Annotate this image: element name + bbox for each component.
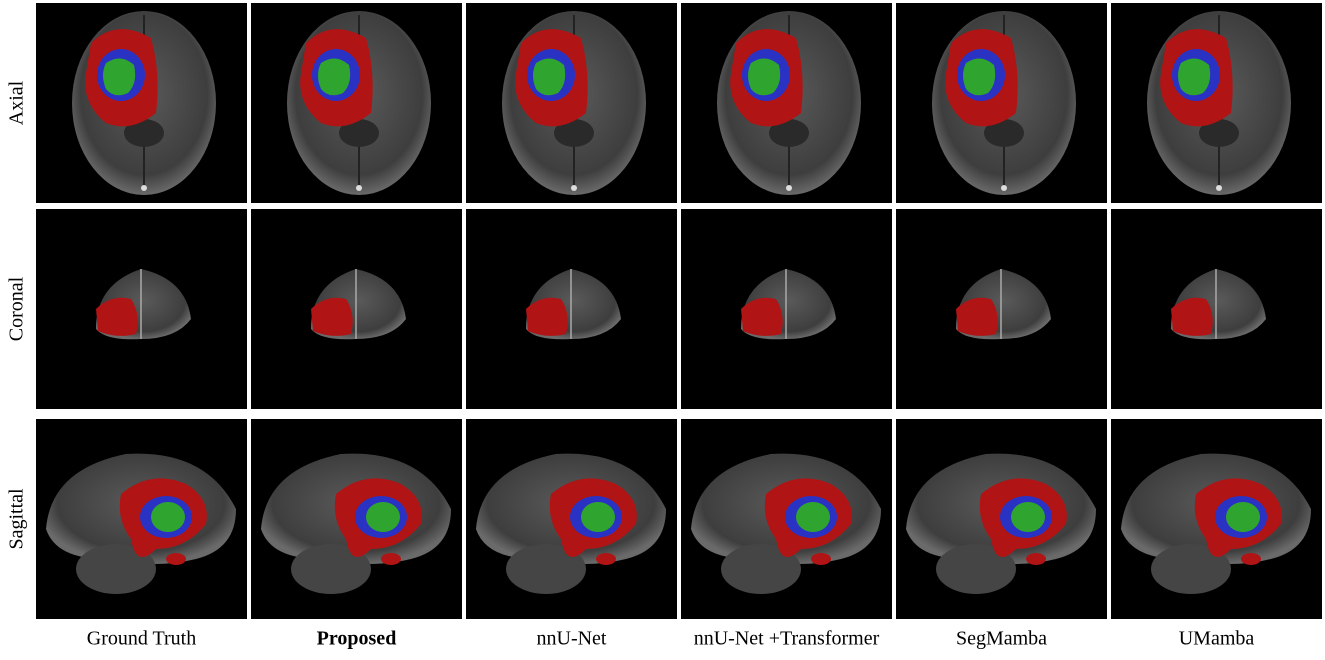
- segmentation-panel: [1111, 3, 1322, 203]
- segmentation-panel: [36, 3, 247, 203]
- segmentation-panel: [251, 208, 462, 410]
- column-label: UMamba: [1179, 628, 1255, 650]
- segmentation-panel: [466, 3, 677, 203]
- segmentation-panel: [251, 419, 462, 619]
- segmentation-panel: [681, 419, 892, 619]
- segmentation-panel: [896, 3, 1107, 203]
- segmentation-panel: [681, 208, 892, 410]
- column-label: nnU-Net +Transformer: [694, 628, 880, 650]
- column-label: nnU-Net: [537, 628, 607, 650]
- column-label: Proposed: [317, 628, 397, 650]
- segmentation-panel: [466, 208, 677, 410]
- row-label: Axial: [6, 80, 28, 125]
- segmentation-panel: [36, 208, 247, 410]
- segmentation-panel: [896, 208, 1107, 410]
- segmentation-panel: [896, 419, 1107, 619]
- row-label: Coronal: [6, 276, 28, 341]
- segmentation-panel: [466, 419, 677, 619]
- column-label: Ground Truth: [87, 628, 196, 650]
- segmentation-panel: [1111, 419, 1322, 619]
- column-label: SegMamba: [956, 628, 1047, 650]
- segmentation-panel: [36, 419, 247, 619]
- row-label: Sagittal: [6, 488, 28, 550]
- segmentation-panel: [681, 3, 892, 203]
- segmentation-panel: [1111, 208, 1322, 410]
- segmentation-panel: [251, 3, 462, 203]
